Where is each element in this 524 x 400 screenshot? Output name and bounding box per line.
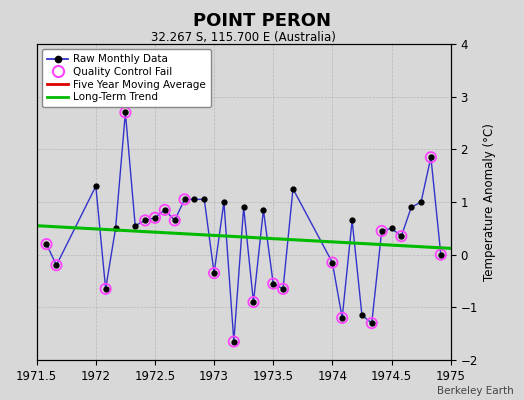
Point	[230, 338, 238, 345]
Point	[269, 280, 277, 287]
Y-axis label: Temperature Anomaly (°C): Temperature Anomaly (°C)	[483, 123, 496, 281]
Point	[328, 259, 336, 266]
Point	[427, 154, 435, 160]
Point	[141, 217, 149, 224]
Point	[102, 286, 110, 292]
Point	[279, 286, 287, 292]
Point	[338, 315, 346, 321]
Point	[377, 228, 386, 234]
Point	[397, 233, 406, 240]
Point	[210, 270, 219, 276]
Legend: Raw Monthly Data, Quality Control Fail, Five Year Moving Average, Long-Term Tren: Raw Monthly Data, Quality Control Fail, …	[42, 49, 211, 108]
Text: POINT PERON: POINT PERON	[193, 12, 331, 30]
Point	[180, 196, 189, 202]
Point	[121, 109, 129, 116]
Point	[170, 217, 179, 224]
Point	[42, 241, 51, 247]
Text: Berkeley Earth: Berkeley Earth	[437, 386, 514, 396]
Point	[436, 252, 445, 258]
Title: 32.267 S, 115.700 E (Australia): 32.267 S, 115.700 E (Australia)	[151, 31, 336, 44]
Point	[367, 320, 376, 326]
Point	[151, 214, 159, 221]
Point	[52, 262, 61, 268]
Point	[249, 299, 258, 305]
Point	[160, 207, 169, 213]
